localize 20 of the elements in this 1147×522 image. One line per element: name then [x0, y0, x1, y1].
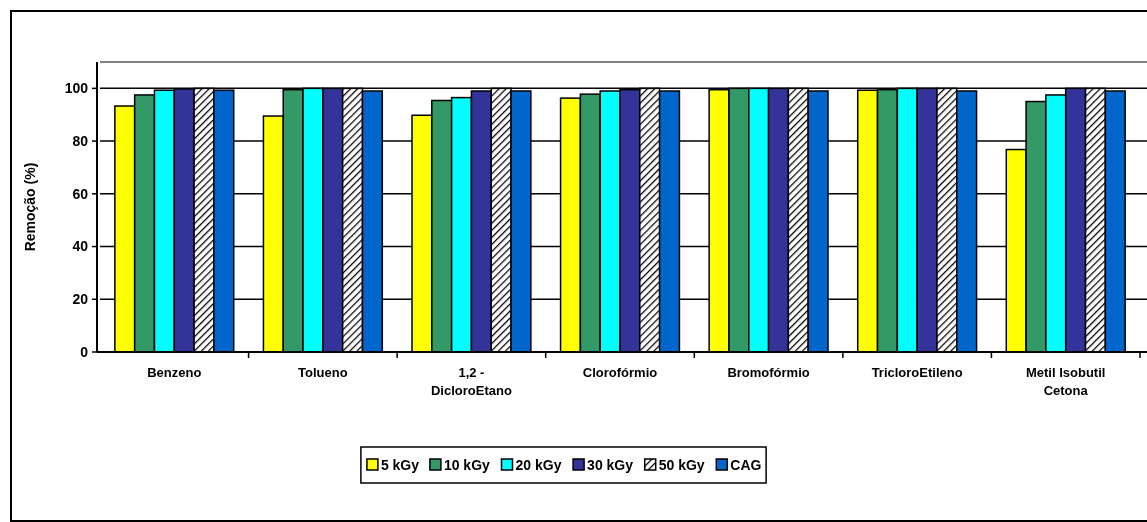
legend-label: 5 kGy: [380, 457, 420, 473]
legend-label: 30 kGy: [587, 457, 634, 473]
x-tick-label: Metil Isobutil Cetona: [1025, 365, 1106, 398]
x-tick-label: Benzeno: [147, 365, 202, 380]
legend-label: 50 kGy: [658, 457, 705, 473]
y-tick-label: 0: [80, 343, 89, 360]
x-tick-label: 1,2 - DicloroEtano: [430, 365, 512, 398]
y-tick-label: 100: [64, 80, 89, 97]
legend-label: 20 kGy: [515, 457, 562, 473]
legend-label: CAG: [730, 457, 762, 473]
y-axis-title: Remoção (%): [22, 162, 38, 252]
x-tick-label: TricloroEtileno: [871, 365, 963, 380]
y-tick-label: 80: [72, 132, 89, 149]
x-tick-label: Bromofórmio: [727, 365, 810, 380]
y-tick-label: 20: [72, 291, 89, 308]
legend-label: 10 kGy: [443, 457, 491, 473]
x-tick-label: Tolueno: [298, 365, 348, 380]
y-tick-label: 60: [72, 185, 89, 202]
x-tick-label: Clorofórmio: [582, 365, 658, 380]
y-tick-label: 40: [72, 238, 89, 255]
